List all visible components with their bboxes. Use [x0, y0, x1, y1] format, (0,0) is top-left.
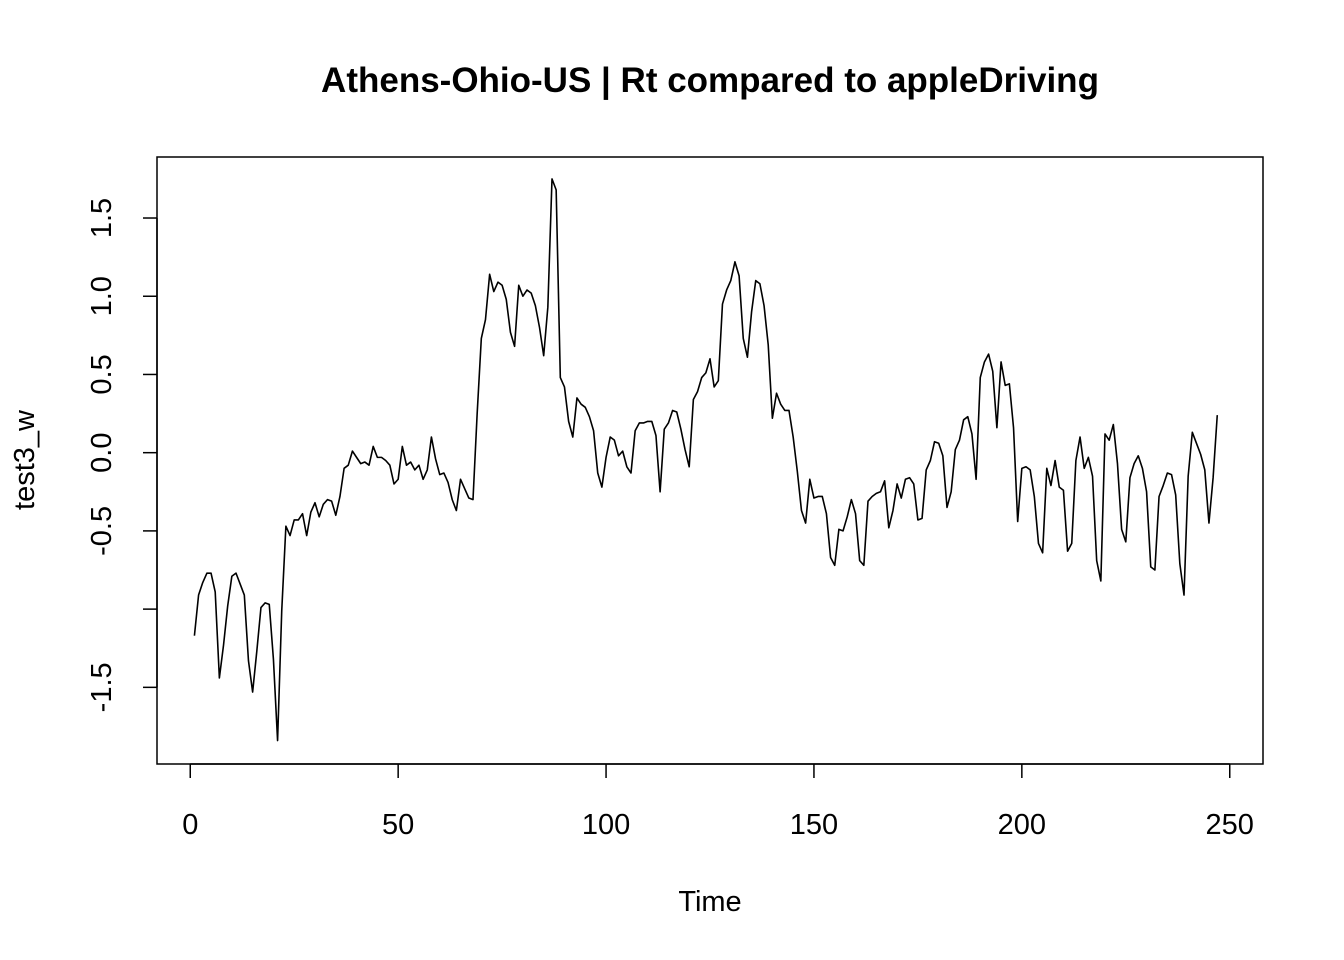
y-tick-label: -0.5: [86, 506, 118, 556]
x-axis-label: Time: [678, 886, 741, 918]
y-axis-label: test3_w: [9, 409, 41, 510]
x-tick-label: 150: [790, 809, 838, 841]
y-tick-label: 1.0: [86, 276, 118, 316]
x-tick-label: 0: [182, 809, 198, 841]
y-tick-label: 0.0: [86, 433, 118, 473]
x-tick-label: 50: [382, 809, 414, 841]
y-tick-label: 1.5: [86, 198, 118, 238]
y-tick-label: 0.5: [86, 354, 118, 394]
chart-title: Athens-Ohio-US | Rt compared to appleDri…: [321, 61, 1099, 100]
y-tick-label: -1.5: [86, 662, 118, 712]
series-line-test3-w: [193, 178, 1219, 742]
x-axis: 0 50 100 150 200 250: [182, 763, 1254, 841]
x-tick-label: 100: [582, 809, 630, 841]
x-tick-label: 200: [998, 809, 1046, 841]
y-axis: -1.5 -0.5 0.0 0.5 1.0 1.5: [86, 198, 158, 712]
x-tick-label: 250: [1206, 809, 1254, 841]
plot-frame: [156, 156, 1264, 765]
